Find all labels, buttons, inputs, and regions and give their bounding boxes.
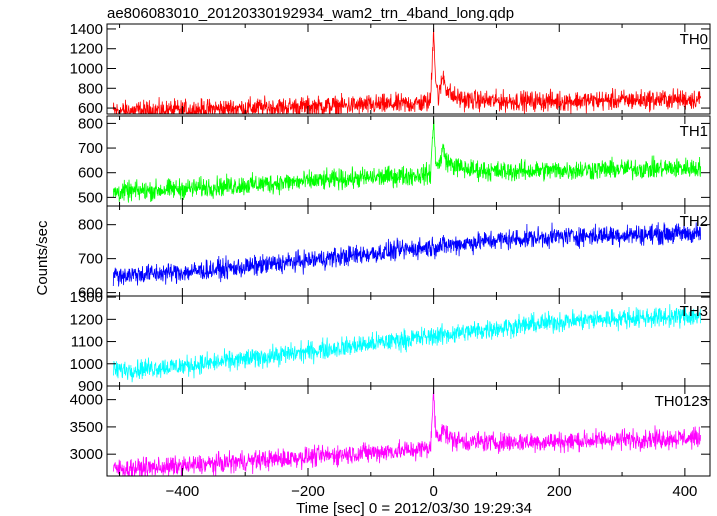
y-tick-label: 3000 [70, 446, 103, 463]
panel-label: TH3 [680, 303, 708, 320]
panel-label: TH0123 [655, 393, 708, 410]
series-line-th0123 [112, 388, 701, 476]
panel-th1: 500 600 700 800 TH1 [78, 115, 711, 207]
y-tick-label: 1200 [70, 41, 103, 58]
y-tick-label: 1200 [70, 311, 103, 328]
y-tick-label: 500 [78, 189, 103, 206]
series-line-th3 [112, 304, 701, 383]
y-tick-label: 1100 [71, 334, 103, 351]
y-tick-label: 1000 [70, 61, 103, 78]
panel-label: TH2 [680, 213, 708, 230]
y-tick-label: 600 [78, 285, 103, 302]
y-tick-label: 800 [78, 217, 103, 234]
y-tick-label: 600 [78, 100, 103, 117]
panel-th2: 600 700 800 TH2 [78, 205, 711, 302]
y-tick-label: 700 [78, 140, 103, 157]
y-tick-label: 800 [78, 80, 103, 97]
x-axis-label: Time [sec] 0 = 2012/03/30 19:29:34 [296, 500, 532, 516]
series-line-th1 [112, 117, 701, 203]
x-tick-label: −200 [291, 483, 325, 500]
y-axis-label: Counts/sec [34, 220, 51, 296]
y-tick-label: 1300 [70, 289, 103, 306]
panel-label: TH1 [680, 123, 708, 140]
chart-title: ae806083010_20120330192934_wam2_trn_4ban… [107, 5, 514, 22]
y-tick-label: 800 [78, 115, 103, 132]
x-tick-label: 0 [429, 483, 437, 500]
y-tick-label: 600 [78, 165, 103, 182]
y-tick-label: 1000 [70, 356, 103, 373]
y-tick-label: 1400 [70, 21, 103, 38]
x-tick-label: 400 [672, 483, 697, 500]
panel-th0123: 3000 3500 4000 TH0123 [70, 385, 711, 477]
panel-label: TH0 [680, 31, 708, 48]
y-tick-label: 700 [78, 251, 103, 268]
y-tick-label: 900 [78, 378, 103, 395]
panel-frame [106, 385, 711, 477]
series-line-th0 [112, 28, 701, 114]
x-tick-label: 200 [547, 483, 572, 500]
x-tick-label: −400 [165, 483, 199, 500]
panel-th3: 900 1000 1100 1200 1300 TH3 [70, 289, 711, 395]
series-line-th2 [112, 222, 701, 287]
y-tick-label: 3500 [70, 419, 103, 436]
panel-th0: 600 800 1000 1200 1400 TH0 [70, 21, 711, 117]
y-tick-label: 4000 [70, 392, 103, 409]
panel-frame [106, 115, 711, 207]
